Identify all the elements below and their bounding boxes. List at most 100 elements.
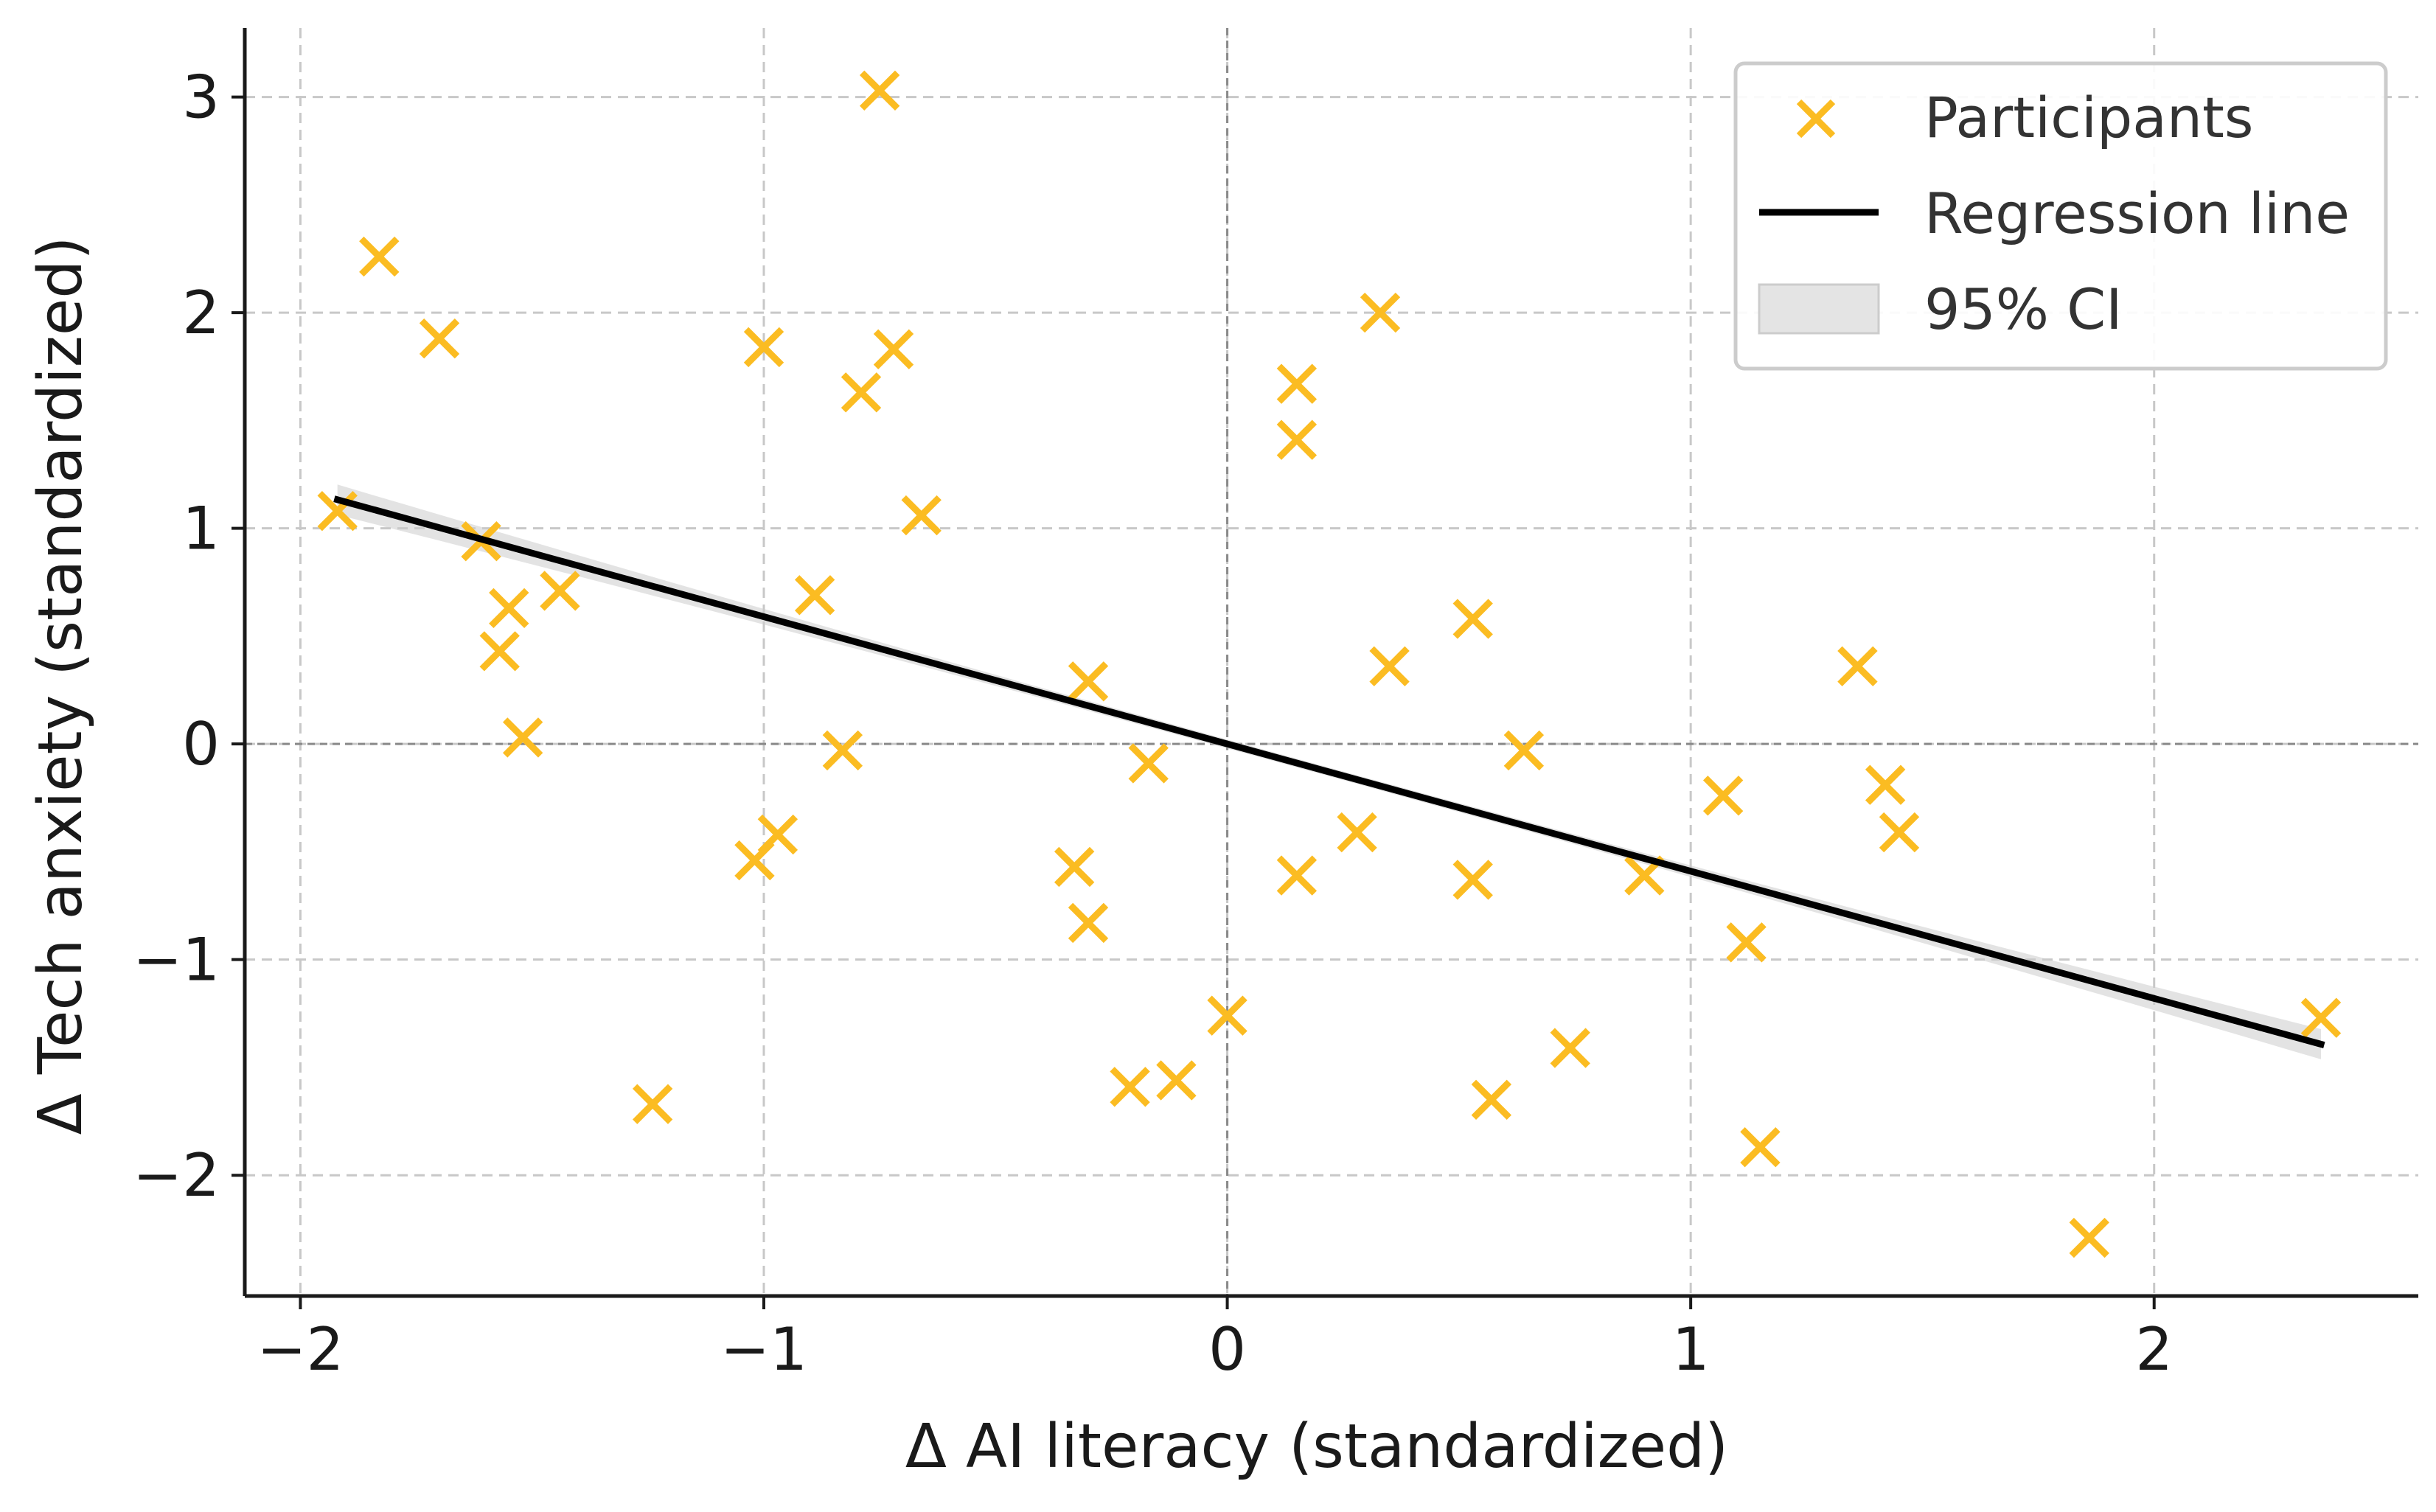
x-tick-label: 0 bbox=[1208, 1315, 1246, 1384]
point-stroke bbox=[1068, 661, 1109, 702]
reference-lines bbox=[245, 28, 2418, 1296]
point-stroke bbox=[1054, 846, 1095, 888]
participant-point bbox=[1471, 1079, 1512, 1120]
legend-marker-participants bbox=[1796, 99, 1836, 139]
regression-line bbox=[333, 495, 2325, 1048]
participant-point bbox=[743, 327, 784, 368]
point-stroke bbox=[1865, 764, 1906, 805]
participant-point bbox=[1702, 776, 1744, 816]
participant-point bbox=[873, 329, 914, 370]
point-stroke bbox=[489, 588, 529, 629]
regression-line-group bbox=[333, 495, 2325, 1048]
legend-frame bbox=[1733, 61, 2388, 371]
x-axis-label: Δ AI literacy (standardized) bbox=[905, 1412, 1728, 1482]
point-stroke bbox=[1879, 812, 1920, 853]
participant-point bbox=[1276, 363, 1318, 404]
y-tick-label: 1 bbox=[182, 495, 220, 563]
y-axis-label: Δ Tech anxiety (standardized) bbox=[26, 237, 96, 1135]
participant-point bbox=[1837, 646, 1878, 687]
x-tick-label: −1 bbox=[720, 1315, 807, 1384]
participant-point bbox=[1128, 743, 1169, 784]
point-stroke bbox=[1702, 776, 1744, 816]
y-ticks: −2 −1 0 1 2 3 bbox=[133, 63, 245, 1210]
participant-point bbox=[1740, 1126, 1781, 1168]
point-stroke bbox=[502, 717, 543, 758]
participant-point bbox=[1276, 855, 1318, 896]
participant-point bbox=[1550, 1028, 1590, 1068]
participant-point bbox=[1865, 764, 1906, 805]
participant-point bbox=[540, 571, 580, 611]
point-stroke bbox=[1068, 902, 1109, 944]
participant-point bbox=[502, 717, 543, 758]
point-stroke bbox=[419, 318, 460, 359]
participant-point bbox=[1156, 1060, 1197, 1101]
participant-point bbox=[901, 495, 942, 536]
point-stroke bbox=[1726, 922, 1767, 963]
x-ticks: −2 −1 0 1 2 bbox=[257, 1296, 2173, 1384]
participant-point bbox=[1369, 646, 1410, 687]
point-stroke bbox=[479, 631, 520, 672]
point-stroke bbox=[1128, 743, 1169, 784]
point-stroke bbox=[1276, 419, 1318, 460]
participant-point bbox=[2069, 1217, 2109, 1258]
participant-point bbox=[419, 318, 460, 359]
point-stroke bbox=[1550, 1028, 1590, 1068]
point-stroke bbox=[632, 1084, 673, 1124]
y-tick-label: 3 bbox=[182, 63, 220, 132]
point-stroke bbox=[1471, 1079, 1512, 1120]
point-stroke bbox=[359, 236, 400, 277]
legend-label-ci: 95% CI bbox=[1924, 276, 2123, 342]
point-stroke bbox=[1110, 1067, 1150, 1107]
participant-point bbox=[1068, 661, 1109, 702]
legend-label-participants: Participants bbox=[1924, 85, 2253, 150]
participant-point bbox=[1054, 846, 1095, 888]
point-stroke bbox=[873, 329, 914, 370]
axes bbox=[243, 28, 2418, 1298]
participant-point bbox=[489, 588, 529, 629]
y-tick-label: −2 bbox=[133, 1141, 220, 1210]
x-tick-label: −2 bbox=[257, 1315, 344, 1384]
participant-point bbox=[1337, 812, 1377, 853]
point-stroke bbox=[757, 814, 798, 855]
point-stroke bbox=[1276, 855, 1318, 896]
participant-point bbox=[1726, 922, 1767, 963]
participant-point bbox=[632, 1084, 673, 1124]
point-stroke bbox=[1452, 599, 1493, 639]
point-stroke bbox=[540, 571, 580, 611]
point-stroke bbox=[1156, 1060, 1197, 1101]
point-stroke bbox=[2069, 1217, 2109, 1258]
participant-point bbox=[1503, 730, 1545, 771]
participant-point bbox=[859, 70, 900, 111]
point-stroke bbox=[841, 372, 882, 413]
point-stroke bbox=[859, 70, 900, 111]
participant-point bbox=[1207, 995, 1247, 1036]
legend-marker-ci bbox=[1758, 283, 1880, 335]
participant-point bbox=[1452, 860, 1493, 900]
legend: Participants Regression line 95% CI bbox=[1733, 61, 2388, 371]
participant-points bbox=[317, 70, 2342, 1258]
grid bbox=[245, 28, 2418, 1296]
point-stroke bbox=[1337, 812, 1377, 853]
y-tick-label: −1 bbox=[133, 926, 220, 994]
point-stroke bbox=[743, 327, 784, 368]
point-stroke bbox=[901, 495, 942, 536]
point-stroke bbox=[1360, 292, 1401, 333]
participant-point bbox=[1452, 599, 1493, 639]
participant-point bbox=[1068, 902, 1109, 944]
participant-point bbox=[1276, 419, 1318, 460]
participant-point bbox=[479, 631, 520, 672]
point-stroke bbox=[1207, 995, 1247, 1036]
legend-label-regression: Regression line bbox=[1924, 181, 2350, 246]
participant-point bbox=[794, 575, 835, 616]
x-tick-label: 2 bbox=[2135, 1315, 2173, 1384]
participant-point bbox=[822, 730, 863, 771]
participant-point bbox=[317, 491, 358, 532]
point-stroke bbox=[1837, 646, 1878, 687]
y-tick-label: 0 bbox=[182, 710, 220, 778]
point-stroke bbox=[1276, 363, 1318, 404]
point-stroke bbox=[794, 575, 835, 616]
participant-point bbox=[2300, 997, 2342, 1038]
x-tick-label: 1 bbox=[1672, 1315, 1710, 1384]
participant-point bbox=[359, 236, 400, 277]
